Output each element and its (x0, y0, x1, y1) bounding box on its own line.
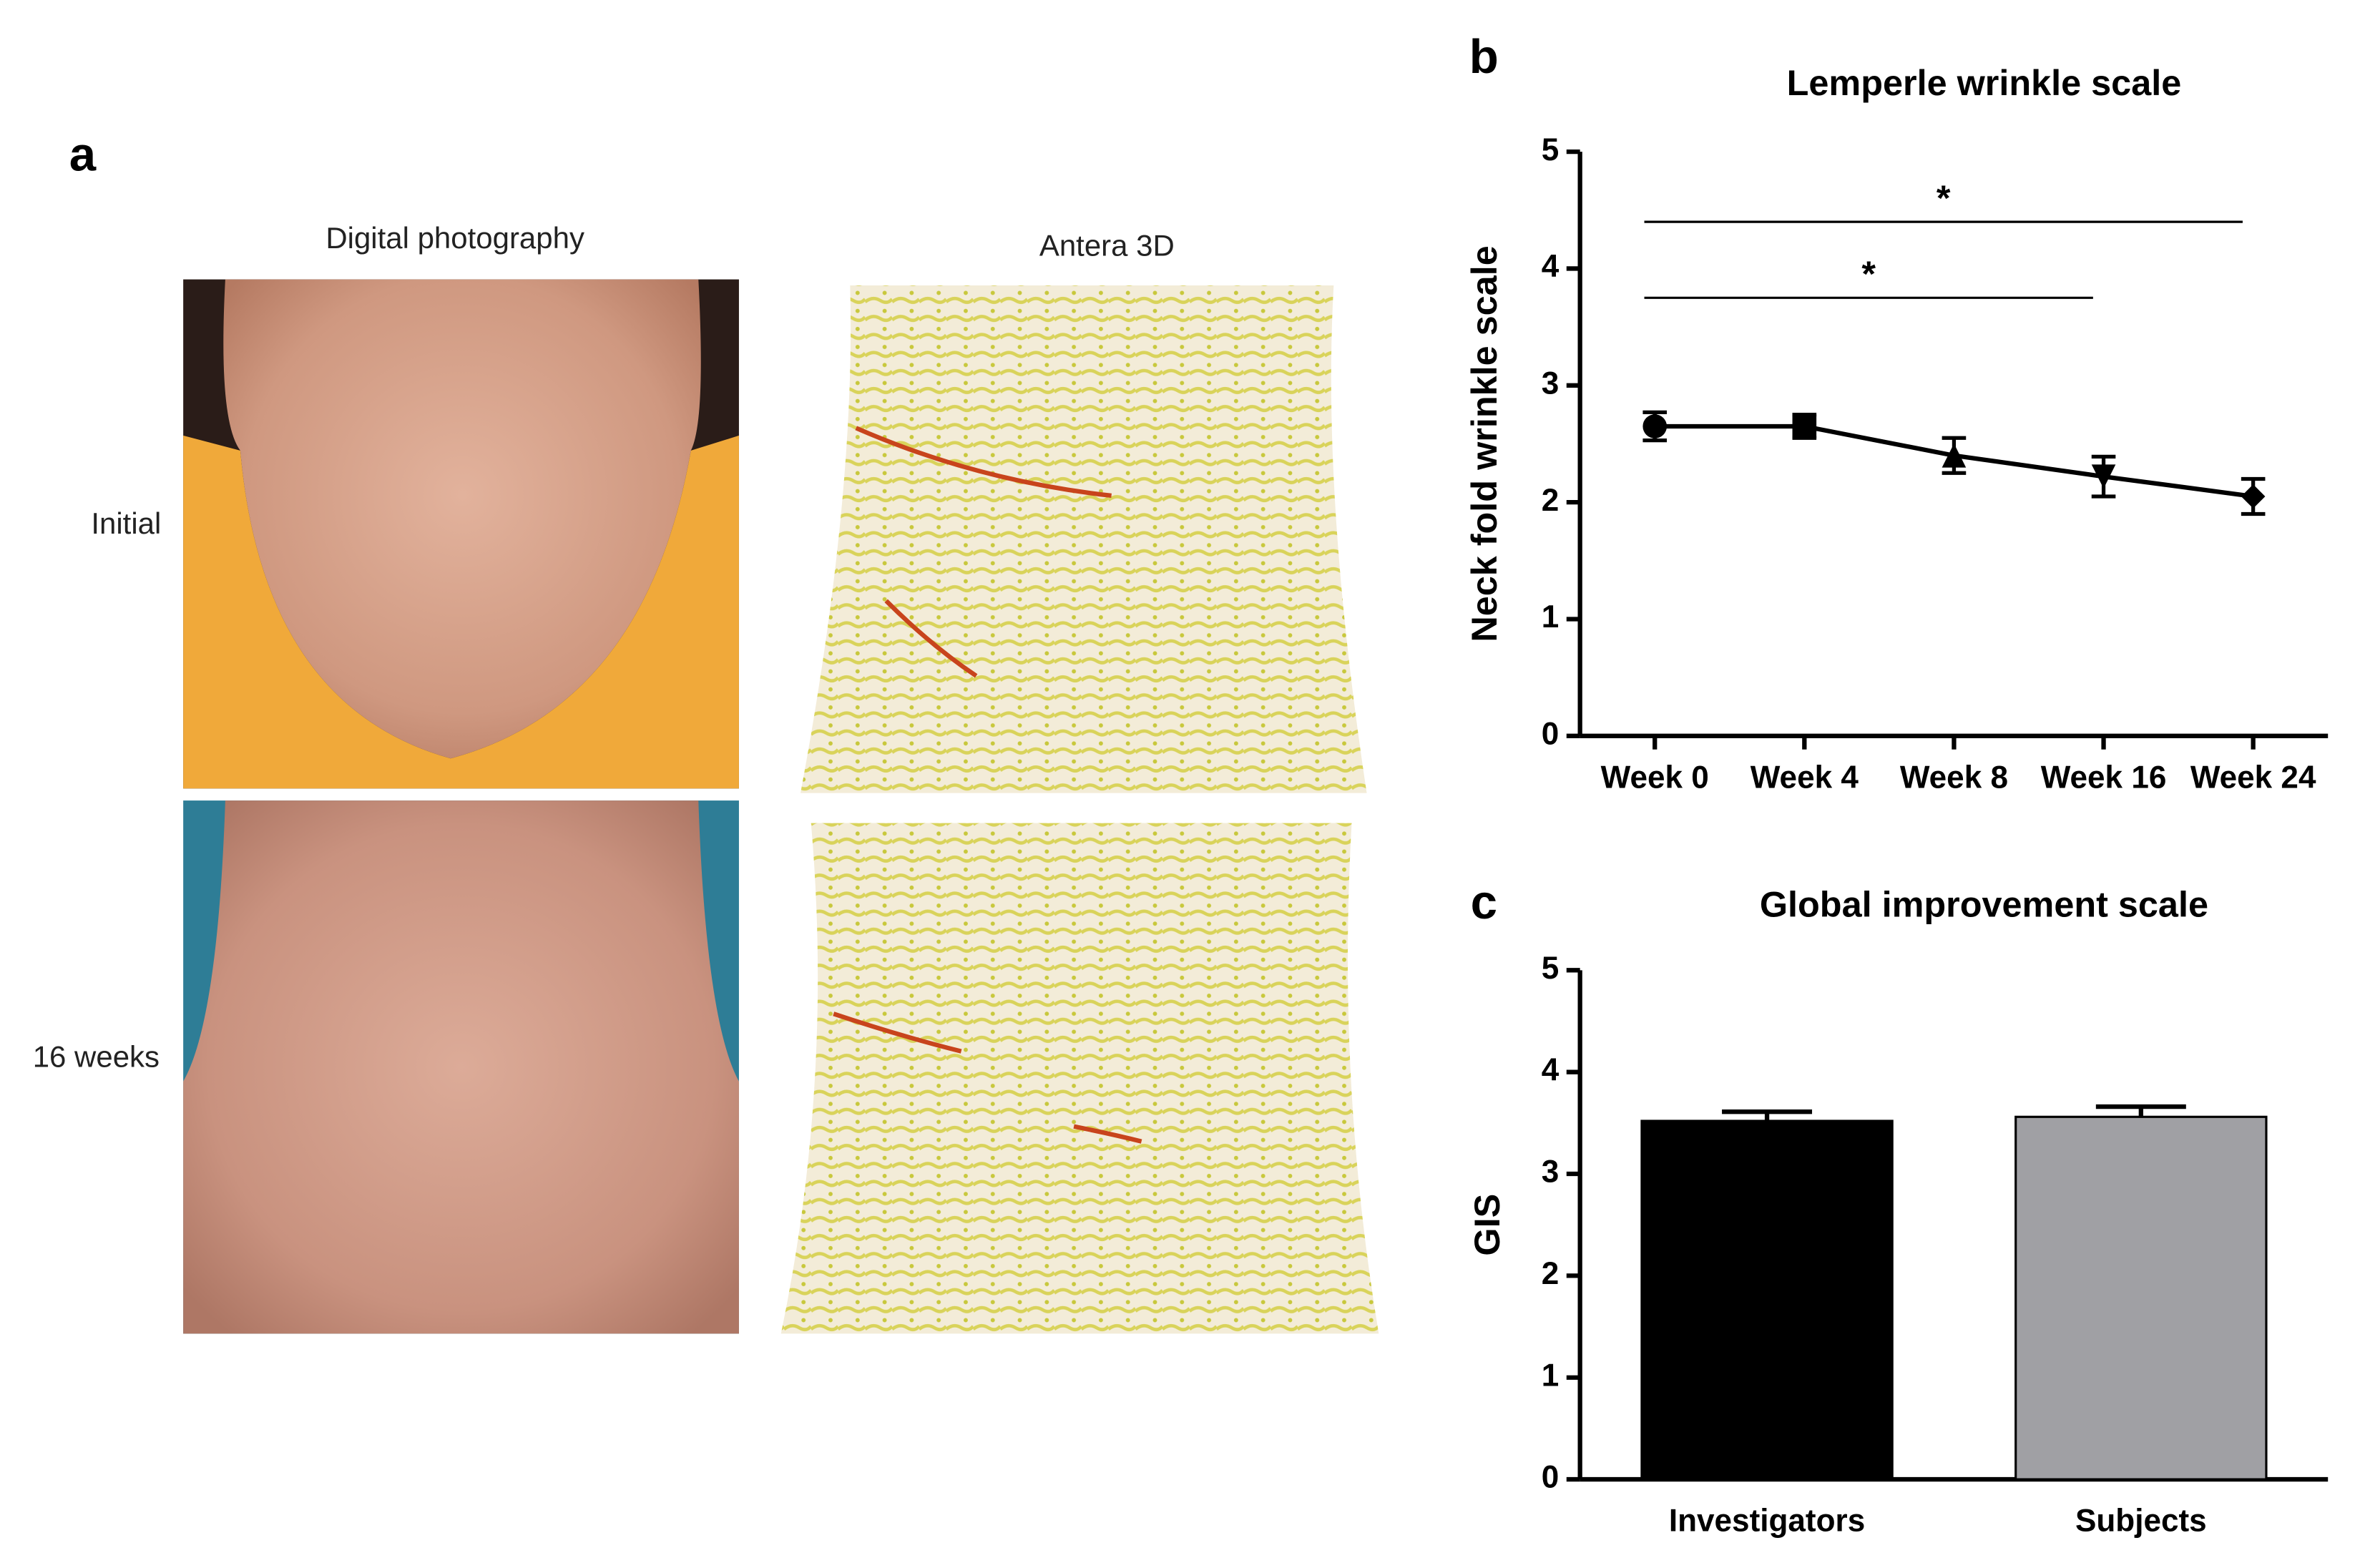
x-tick-label: Week 4 (1751, 760, 1859, 795)
y-tick-label: 5 (1542, 951, 1560, 986)
y-axis-label: Neck fold wrinkle scale (1464, 245, 1504, 642)
x-tick-label: Week 24 (2190, 760, 2316, 795)
y-tick-label: 3 (1542, 366, 1560, 401)
panel-label: b (1469, 30, 1499, 84)
chart-title: Global improvement scale (1760, 883, 2208, 924)
panel-label: a (69, 127, 97, 181)
error-bar (1722, 1109, 1813, 1122)
column-title: Antera 3D (1039, 229, 1175, 263)
chart-title: Lemperle wrinkle scale (1787, 62, 2182, 103)
antera-image (780, 823, 1379, 1334)
row-label: 16 weeks (33, 1039, 160, 1073)
y-tick-label: 2 (1542, 483, 1560, 518)
significance-label: * (1861, 253, 1876, 294)
antera-image (800, 285, 1367, 793)
y-axis-label: GIS (1467, 1194, 1507, 1256)
row-label: Initial (91, 506, 161, 540)
bar (1640, 1119, 1894, 1481)
x-tick-label: Week 0 (1601, 760, 1709, 795)
marker (2241, 484, 2266, 509)
y-tick-label: 0 (1542, 716, 1560, 751)
error-bar (2095, 1104, 2186, 1117)
y-tick-label: 1 (1542, 1358, 1560, 1393)
column-title: Digital photography (325, 221, 584, 255)
y-tick-label: 2 (1542, 1256, 1560, 1291)
significance-label: * (1937, 177, 1951, 218)
y-tick-label: 4 (1542, 1052, 1560, 1087)
marker (2091, 464, 2116, 489)
y-tick-label: 4 (1542, 249, 1560, 284)
x-tick-label: Subjects (2075, 1504, 2207, 1539)
x-tick-label: Week 16 (2041, 760, 2167, 795)
x-tick-label: Investigators (1669, 1504, 1865, 1539)
bar (2014, 1115, 2268, 1481)
y-tick-label: 0 (1542, 1460, 1560, 1495)
y-tick-label: 5 (1542, 132, 1560, 167)
marker (1942, 444, 1967, 468)
x-tick-label: Week 8 (1900, 760, 2008, 795)
panel-label: c (1471, 876, 1497, 929)
marker (1642, 414, 1668, 438)
marker (1792, 414, 1817, 438)
photo (183, 279, 739, 789)
y-tick-label: 3 (1542, 1155, 1560, 1190)
photo (183, 800, 739, 1334)
y-tick-label: 1 (1542, 599, 1560, 634)
